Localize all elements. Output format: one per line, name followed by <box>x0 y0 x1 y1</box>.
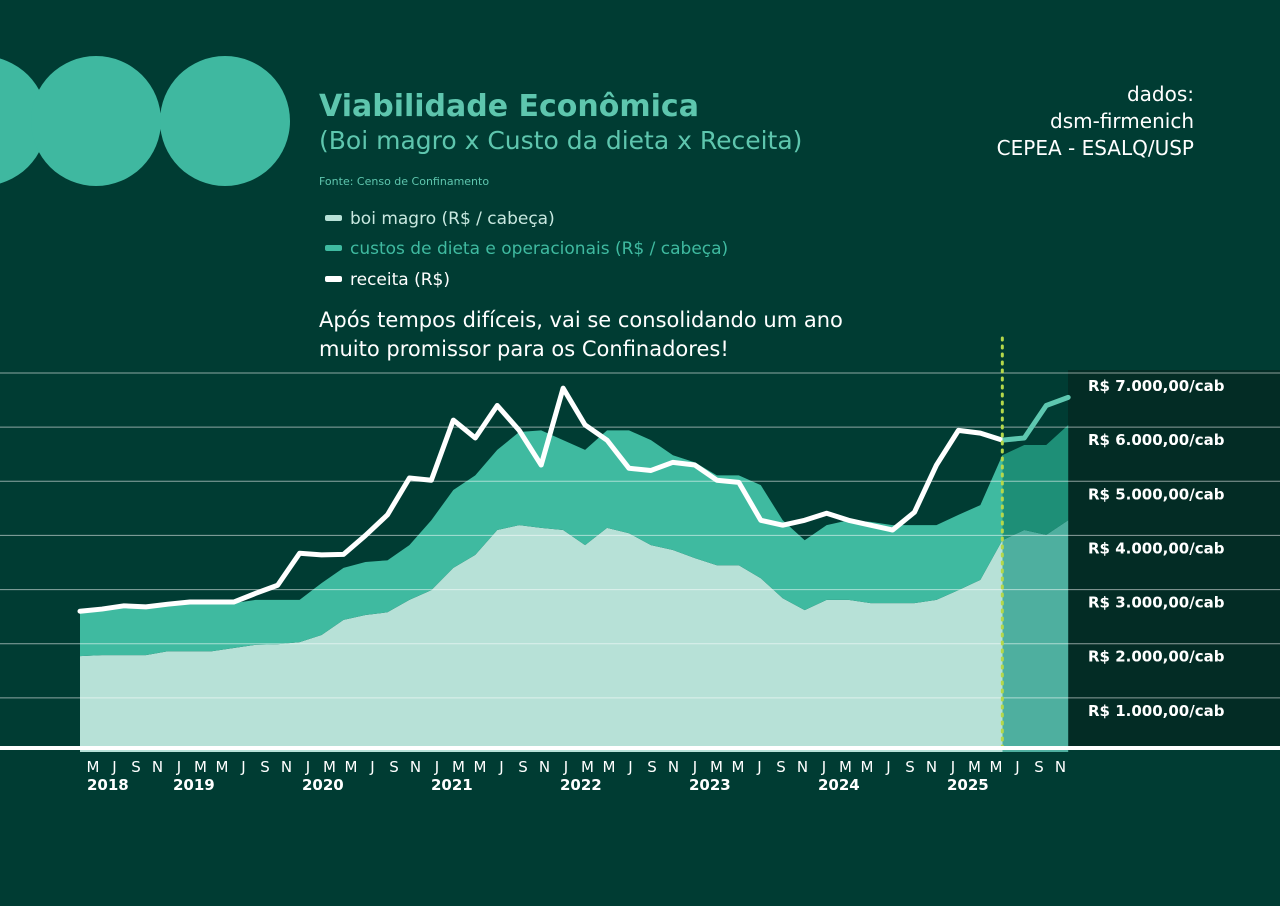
legend-swatch <box>325 215 342 221</box>
x-tick-label: M <box>87 758 100 776</box>
x-tick-label: M <box>452 758 465 776</box>
x-tick-label: N <box>926 758 937 776</box>
x-tick-label: J <box>434 758 439 776</box>
x-tick-label: M <box>861 758 874 776</box>
x-tick-label: J <box>756 758 761 776</box>
year-label: 2022 <box>560 776 602 794</box>
decor-circle <box>160 56 290 186</box>
y-tick-label: R$ 6.000,00/cab <box>1088 431 1225 449</box>
x-tick-label: J <box>627 758 632 776</box>
x-tick-label: M <box>968 758 981 776</box>
x-tick-label: S <box>905 758 915 776</box>
x-tick-label: S <box>647 758 657 776</box>
x-tick-label: N <box>281 758 292 776</box>
x-tick-label: N <box>797 758 808 776</box>
x-tick-label: J <box>369 758 374 776</box>
year-label: 2025 <box>947 776 989 794</box>
x-tick-label: M <box>581 758 594 776</box>
x-tick-label: N <box>410 758 421 776</box>
year-label: 2019 <box>173 776 215 794</box>
y-tick-label: R$ 4.000,00/cab <box>1088 539 1225 557</box>
x-tick-label: N <box>152 758 163 776</box>
y-tick-label: R$ 2.000,00/cab <box>1088 648 1225 666</box>
decor-circle <box>0 58 47 184</box>
x-tick-label: S <box>518 758 528 776</box>
x-tick-label: M <box>323 758 336 776</box>
x-tick-label: M <box>474 758 487 776</box>
x-tick-label: J <box>240 758 245 776</box>
x-tick-label: M <box>839 758 852 776</box>
area <box>80 520 1069 752</box>
annotation: muito promissor para os Confinadores! <box>319 337 729 361</box>
x-tick-label: J <box>176 758 181 776</box>
label-panel <box>1068 370 1280 748</box>
x-tick-label: N <box>668 758 679 776</box>
x-tick-label: J <box>821 758 826 776</box>
x-tick-label: M <box>194 758 207 776</box>
annotation: Após tempos difíceis, vai se consolidand… <box>319 308 843 332</box>
legend-swatch <box>325 276 342 282</box>
source-note: Fonte: Censo de Confinamento <box>319 175 489 188</box>
credits: dsm-firmenich <box>1050 109 1194 133</box>
x-tick-label: J <box>563 758 568 776</box>
x-tick-label: S <box>1034 758 1044 776</box>
legend-label: receita (R$) <box>350 270 450 290</box>
year-label: 2020 <box>302 776 344 794</box>
x-tick-label: J <box>1014 758 1019 776</box>
x-tick-label: S <box>389 758 399 776</box>
legend-label: custos de dieta e operacionais (R$ / cab… <box>350 239 728 259</box>
year-label: 2024 <box>818 776 860 794</box>
x-tick-label: N <box>1055 758 1066 776</box>
x-tick-label: S <box>260 758 270 776</box>
x-tick-label: M <box>710 758 723 776</box>
x-tick-label: J <box>305 758 310 776</box>
x-tick-label: M <box>603 758 616 776</box>
x-tick-label: J <box>885 758 890 776</box>
x-tick-label: M <box>732 758 745 776</box>
year-label: 2018 <box>87 776 129 794</box>
x-tick-label: N <box>539 758 550 776</box>
area <box>80 424 1069 657</box>
x-tick-label: M <box>345 758 358 776</box>
chart-subtitle: (Boi magro x Custo da dieta x Receita) <box>319 126 802 155</box>
y-tick-label: R$ 7.000,00/cab <box>1088 377 1225 395</box>
chart-title: Viabilidade Econômica <box>319 89 699 124</box>
x-tick-label: S <box>776 758 786 776</box>
y-tick-label: R$ 1.000,00/cab <box>1088 702 1225 720</box>
y-tick-label: R$ 5.000,00/cab <box>1088 485 1225 503</box>
legend-label: boi magro (R$ / cabeça) <box>350 209 555 229</box>
decor-circle <box>31 56 161 186</box>
year-label: 2023 <box>689 776 731 794</box>
year-label: 2021 <box>431 776 473 794</box>
x-tick-label: M <box>216 758 229 776</box>
legend-swatch <box>325 245 342 251</box>
x-tick-label: J <box>692 758 697 776</box>
x-tick-label: J <box>111 758 116 776</box>
x-tick-label: S <box>131 758 141 776</box>
x-tick-label: J <box>498 758 503 776</box>
y-tick-label: R$ 3.000,00/cab <box>1088 594 1225 612</box>
credits: CEPEA - ESALQ/USP <box>997 136 1194 160</box>
line <box>77 385 1071 614</box>
credits: dados: <box>1127 82 1194 106</box>
x-tick-label: J <box>950 758 955 776</box>
x-tick-label: M <box>990 758 1003 776</box>
